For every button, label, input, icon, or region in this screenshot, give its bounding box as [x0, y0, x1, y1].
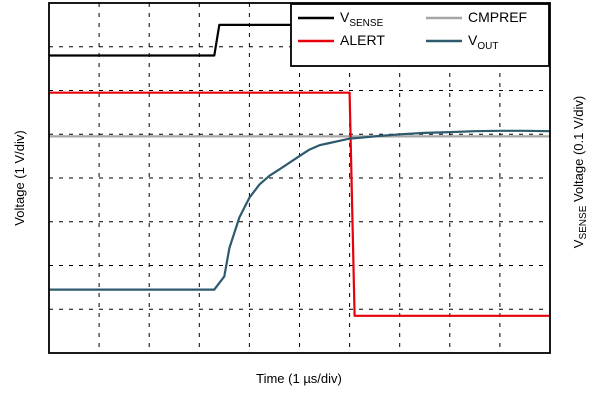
legend-label-cmpref: CMPREF [468, 9, 527, 25]
y-axis-label-right: VSENSE Voltage (0.1 V/div) [571, 96, 589, 248]
plot-frame [48, 2, 551, 354]
legend-box [290, 3, 550, 67]
x-axis-label: Time (1 µs/div) [256, 371, 342, 386]
legend-label-vout: VOUT [468, 32, 498, 52]
grid [49, 3, 550, 353]
series-lines [49, 23, 551, 317]
legend-label-alert: ALERT [340, 32, 385, 48]
series-line-alert [49, 91, 550, 317]
series-line-vout [49, 129, 551, 291]
y-axis-label-left: Voltage (1 V/div) [12, 130, 27, 225]
legend: VSENSE CMPREF ALERT VOUT [290, 3, 550, 67]
legend-label-vsense: VSENSE [340, 9, 384, 29]
